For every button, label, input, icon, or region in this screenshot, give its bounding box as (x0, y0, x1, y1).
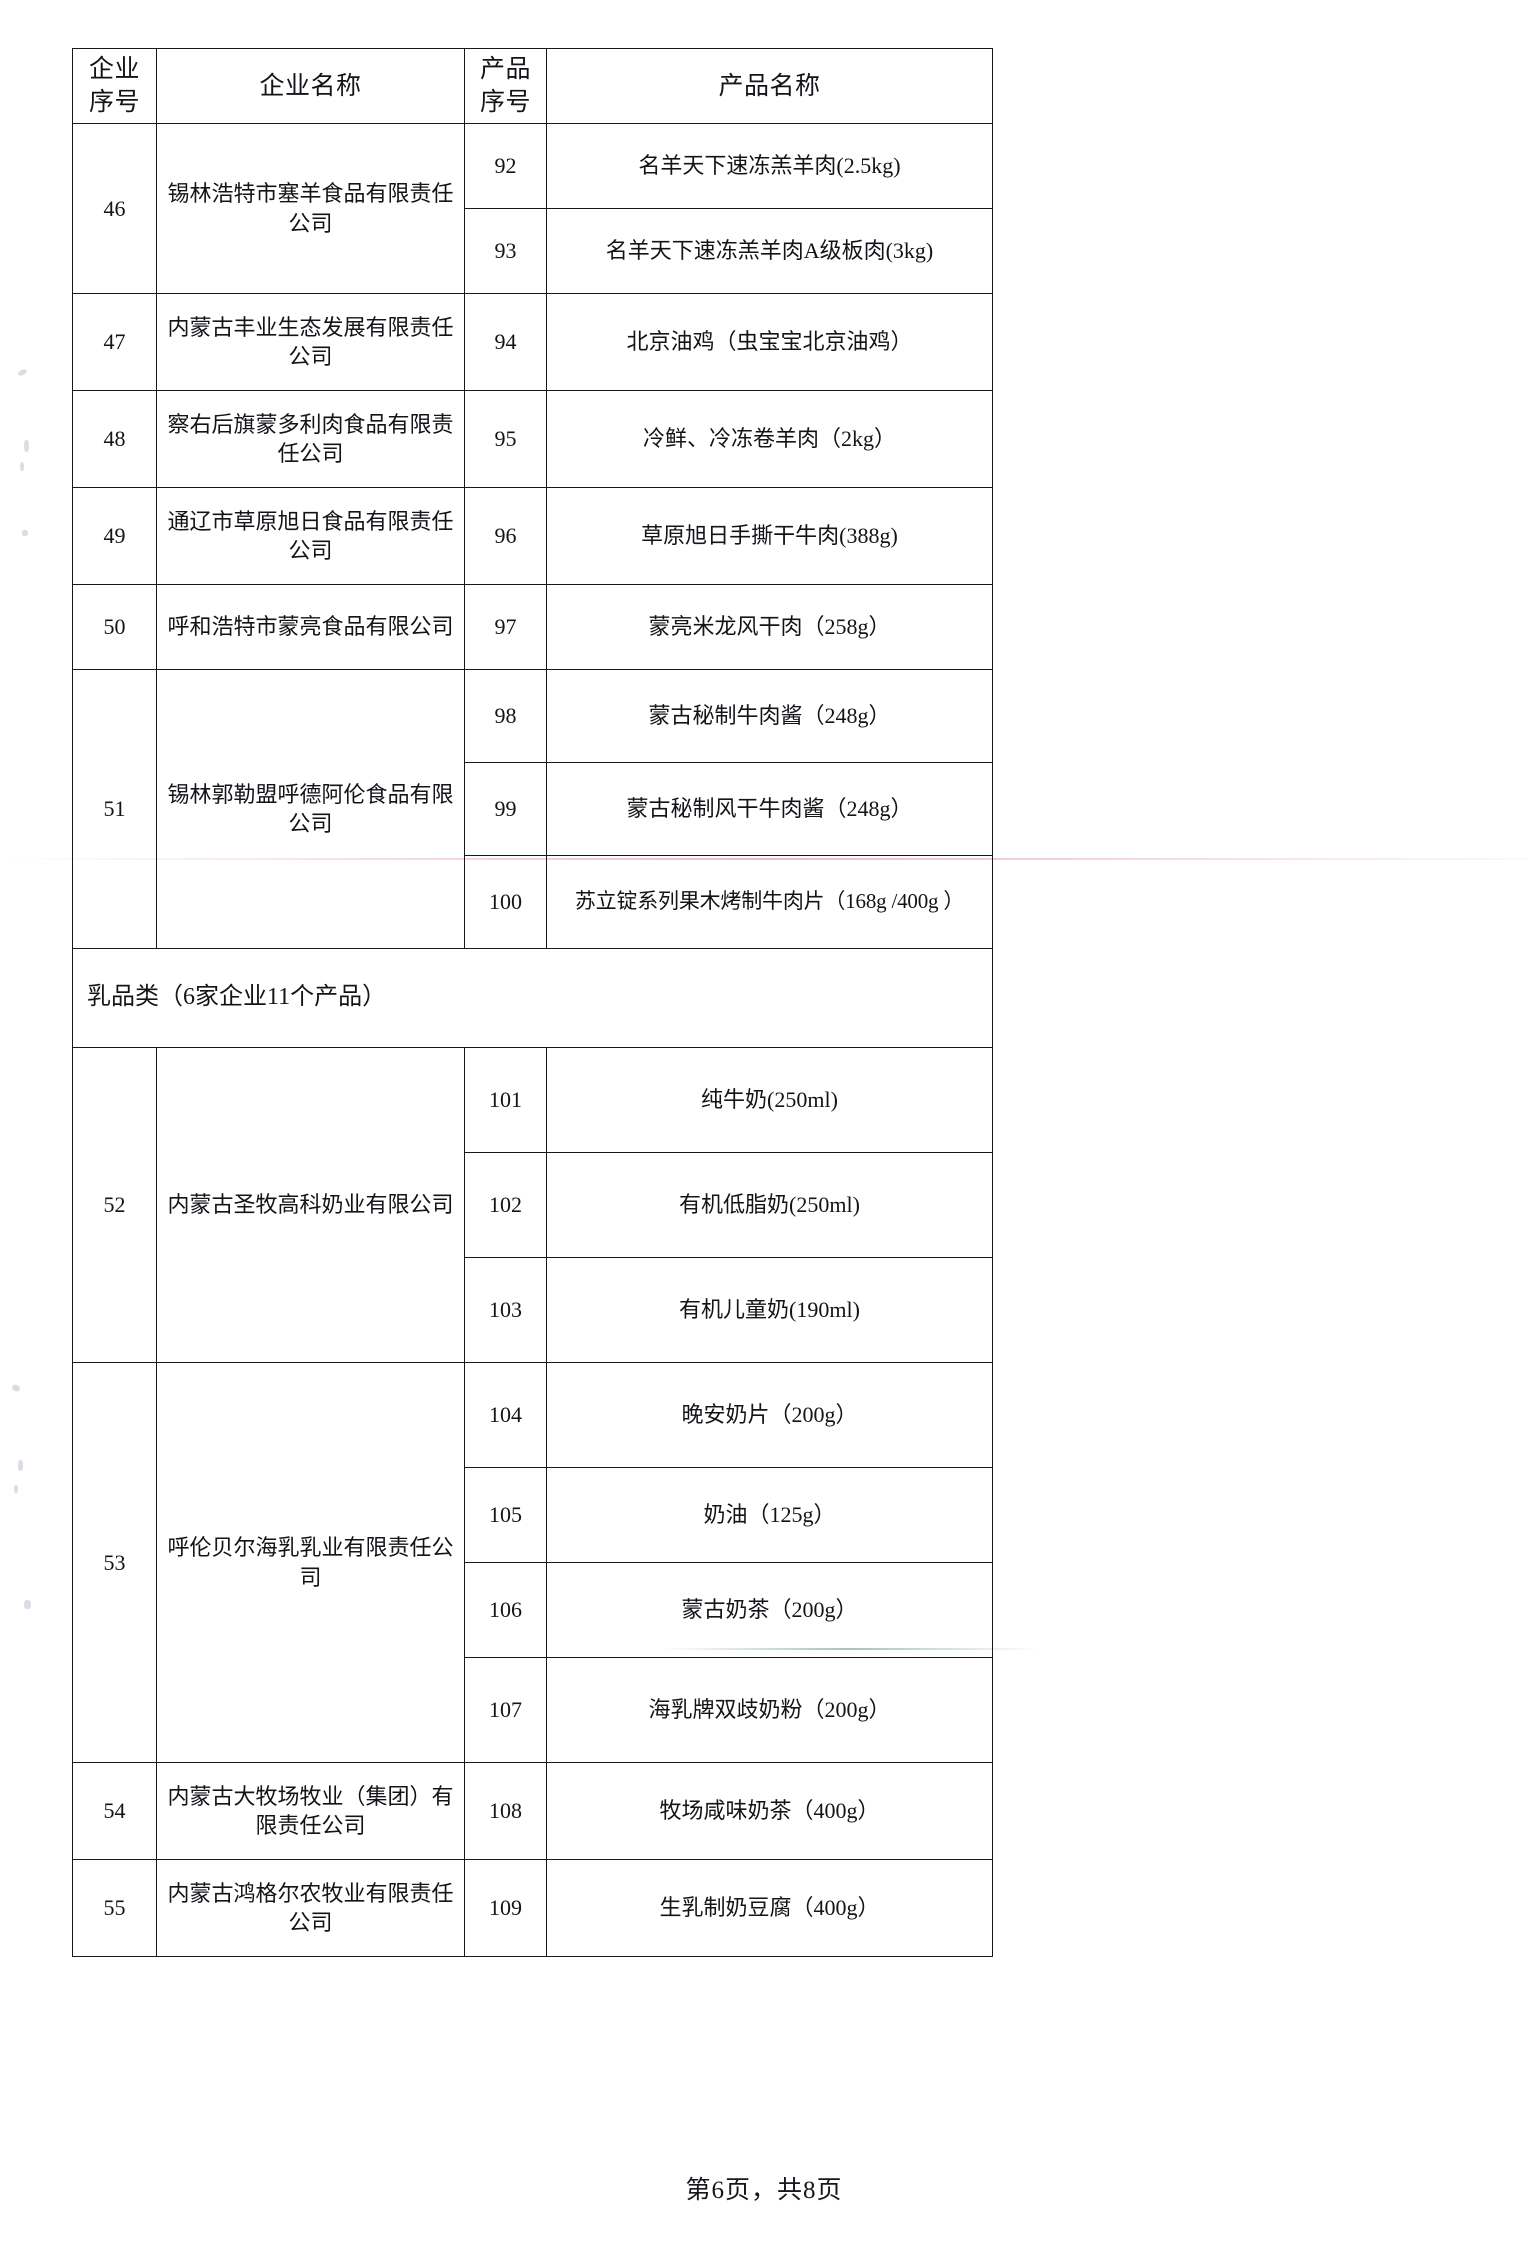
table-body: 46 锡林浩特市塞羊食品有限责任公司 92 名羊天下速冻羔羊肉(2.5kg) 9… (72, 123, 993, 1957)
cell-enterprise-name: 察右后旗蒙多利肉食品有限责任公司 (156, 390, 465, 488)
cell-enterprise-no: 47 (72, 293, 157, 391)
cell-product-no: 92 (464, 123, 547, 209)
table-row: 52 内蒙古圣牧高科奶业有限公司 101 纯牛奶(250ml) (72, 1047, 993, 1363)
column-header-product-name: 产品名称 (546, 48, 993, 124)
cell-product-name: 晚安奶片（200g） (546, 1362, 993, 1468)
table-row: 54 内蒙古大牧场牧业（集团）有限责任公司 108 牧场咸味奶茶（400g） (72, 1762, 993, 1860)
table-header-row: 企业 序号 企业名称 产品 序号 产品名称 (72, 48, 993, 124)
cell-enterprise-no: 46 (72, 123, 157, 294)
cell-product-name: 牧场咸味奶茶（400g） (546, 1762, 993, 1860)
cell-product-name: 名羊天下速冻羔羊肉A级板肉(3kg) (546, 208, 993, 294)
cell-product-no: 103 (464, 1257, 547, 1363)
cell-enterprise-no: 49 (72, 487, 157, 585)
table-row: 53 呼伦贝尔海乳乳业有限责任公司 104 晚安奶片（200g） (72, 1362, 993, 1763)
table-row: 105 奶油（125g） (73, 1467, 993, 1563)
cell-product-name: 北京油鸡（虫宝宝北京油鸡） (546, 293, 993, 391)
cell-product-no: 101 (464, 1047, 547, 1153)
cell-product-no: 94 (464, 293, 547, 391)
enterprise-product-table-container: 企业 序号 企业名称 产品 序号 产品名称 46 锡林浩特市塞羊食品有限责任公司… (72, 48, 993, 1957)
enterprise-no-label-line1: 企业 (88, 56, 140, 83)
cell-product-no: 108 (464, 1762, 547, 1860)
cell-product-name: 苏立锭系列果木烤制牛肉片（168g /400g ） (546, 855, 993, 949)
section-header-label: 乳品类（6家企业11个产品） (72, 948, 993, 1048)
cell-product-no: 96 (464, 487, 547, 585)
cell-enterprise-name: 内蒙古圣牧高科奶业有限公司 (156, 1047, 465, 1363)
table-row: 93 名羊天下速冻羔羊肉A级板肉(3kg) (73, 208, 993, 294)
cell-product-name: 蒙亮米龙风干肉（258g） (546, 584, 993, 670)
cell-product-name: 蒙古秘制风干牛肉酱（248g） (546, 762, 993, 856)
cell-product-no: 95 (464, 390, 547, 488)
cell-product-no: 105 (464, 1467, 547, 1563)
table-header: 企业 序号 企业名称 产品 序号 产品名称 (72, 48, 993, 124)
enterprise-no-label-line2: 序号 (88, 89, 140, 116)
table-row: 106 蒙古奶茶（200g） (73, 1562, 993, 1658)
cell-enterprise-name: 呼和浩特市蒙亮食品有限公司 (156, 584, 465, 670)
product-no-label-line1: 产品 (479, 56, 531, 83)
table-row: 47 内蒙古丰业生态发展有限责任公司 94 北京油鸡（虫宝宝北京油鸡） (72, 293, 993, 391)
column-header-product-no: 产品 序号 (464, 48, 547, 124)
table-row: 48 察右后旗蒙多利肉食品有限责任公司 95 冷鲜、冷冻卷羊肉（2kg） (72, 390, 993, 488)
cell-enterprise-no: 54 (72, 1762, 157, 1860)
cell-enterprise-name: 锡林郭勒盟呼德阿伦食品有限公司 (156, 669, 465, 949)
cell-product-no: 102 (464, 1152, 547, 1258)
column-header-enterprise-name: 企业名称 (156, 48, 465, 124)
cell-enterprise-name: 内蒙古大牧场牧业（集团）有限责任公司 (156, 1762, 465, 1860)
product-no-label-line2: 序号 (479, 89, 531, 116)
cell-enterprise-name: 内蒙古鸿格尔农牧业有限责任公司 (156, 1859, 465, 1957)
cell-product-name: 奶油（125g） (546, 1467, 993, 1563)
cell-product-name: 有机儿童奶(190ml) (546, 1257, 993, 1363)
cell-product-no: 99 (464, 762, 547, 856)
table-row: 51 锡林郭勒盟呼德阿伦食品有限公司 98 蒙古秘制牛肉酱（248g） (72, 669, 993, 949)
cell-enterprise-no: 55 (72, 1859, 157, 1957)
cell-product-name: 草原旭日手撕干牛肉(388g) (546, 487, 993, 585)
cell-product-no: 106 (464, 1562, 547, 1658)
cell-product-no: 100 (464, 855, 547, 949)
table-row: 103 有机儿童奶(190ml) (73, 1257, 993, 1363)
cell-product-no: 107 (464, 1657, 547, 1763)
table-row: 55 内蒙古鸿格尔农牧业有限责任公司 109 生乳制奶豆腐（400g） (72, 1859, 993, 1957)
cell-enterprise-name: 锡林浩特市塞羊食品有限责任公司 (156, 123, 465, 294)
cell-enterprise-no: 48 (72, 390, 157, 488)
cell-product-name: 海乳牌双歧奶粉（200g） (546, 1657, 993, 1763)
cell-enterprise-no: 53 (72, 1362, 157, 1763)
cell-product-no: 93 (464, 208, 547, 294)
cell-product-name: 有机低脂奶(250ml) (546, 1152, 993, 1258)
cell-enterprise-no: 50 (72, 584, 157, 670)
column-header-enterprise-no: 企业 序号 (72, 48, 157, 124)
cell-product-name: 生乳制奶豆腐（400g） (546, 1859, 993, 1957)
table-row: 100 苏立锭系列果木烤制牛肉片（168g /400g ） (73, 855, 993, 949)
cell-product-name: 名羊天下速冻羔羊肉(2.5kg) (546, 123, 993, 209)
table-row: 50 呼和浩特市蒙亮食品有限公司 97 蒙亮米龙风干肉（258g） (72, 584, 993, 670)
cell-product-name: 纯牛奶(250ml) (546, 1047, 993, 1153)
cell-enterprise-name: 呼伦贝尔海乳乳业有限责任公司 (156, 1362, 465, 1763)
cell-enterprise-no: 52 (72, 1047, 157, 1363)
cell-product-no: 98 (464, 669, 547, 763)
cell-product-no: 109 (464, 1859, 547, 1957)
cell-enterprise-name: 通辽市草原旭日食品有限责任公司 (156, 487, 465, 585)
cell-product-name: 冷鲜、冷冻卷羊肉（2kg） (546, 390, 993, 488)
enterprise-product-table: 企业 序号 企业名称 产品 序号 产品名称 46 锡林浩特市塞羊食品有限责任公司… (72, 48, 993, 1957)
cell-product-name: 蒙古秘制牛肉酱（248g） (546, 669, 993, 763)
table-row: 46 锡林浩特市塞羊食品有限责任公司 92 名羊天下速冻羔羊肉(2.5kg) (72, 123, 993, 294)
page-footer: 第6页，共8页 (685, 2177, 843, 2204)
cell-product-no: 97 (464, 584, 547, 670)
section-header-row-dairy: 乳品类（6家企业11个产品） (72, 948, 993, 1048)
cell-product-name: 蒙古奶茶（200g） (546, 1562, 993, 1658)
cell-enterprise-name: 内蒙古丰业生态发展有限责任公司 (156, 293, 465, 391)
table-row: 107 海乳牌双歧奶粉（200g） (73, 1657, 993, 1763)
cell-product-no: 104 (464, 1362, 547, 1468)
table-row: 102 有机低脂奶(250ml) (73, 1152, 993, 1258)
cell-enterprise-no: 51 (72, 669, 157, 949)
table-row: 49 通辽市草原旭日食品有限责任公司 96 草原旭日手撕干牛肉(388g) (72, 487, 993, 585)
